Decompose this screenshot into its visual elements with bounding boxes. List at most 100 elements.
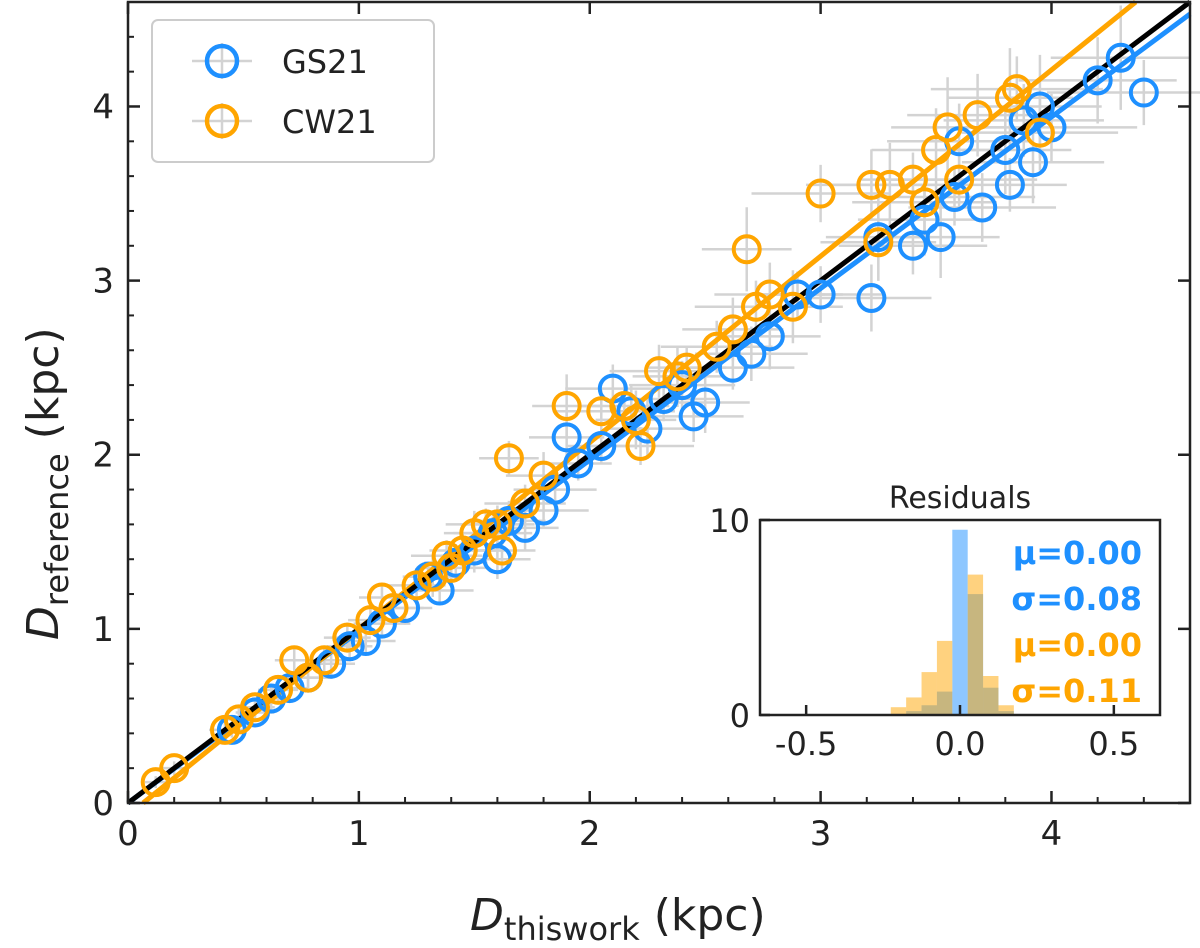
point-cw21: [962, 100, 993, 131]
point-gs21: [967, 192, 998, 223]
legend-label-gs21: GS21: [282, 43, 368, 81]
point-gs21: [736, 338, 767, 369]
point-cw21: [909, 187, 940, 218]
point-gs21: [994, 169, 1025, 200]
y-axis-title-sub: reference: [38, 453, 76, 606]
y-tick-label: 4: [92, 87, 114, 127]
y-axis-title-unit: (kpc): [18, 327, 69, 453]
point-cw21: [551, 390, 582, 421]
point-cw21: [355, 605, 386, 636]
x-tick-label: 4: [1041, 814, 1063, 854]
point-gs21: [856, 283, 887, 314]
y-tick-label: 1: [92, 610, 114, 650]
hist-bar-cw21: [967, 574, 984, 715]
point-cw21: [332, 622, 363, 653]
point-cw21: [662, 361, 693, 392]
x-tick-label: 1: [348, 814, 370, 854]
points-layer: [140, 42, 1159, 798]
point-gs21: [350, 626, 381, 657]
point-gs21: [1082, 65, 1113, 96]
point-cw21: [932, 112, 963, 143]
point-gs21: [586, 431, 617, 462]
hist-bar-gs21: [952, 529, 968, 715]
point-cw21: [625, 431, 656, 462]
point-cw21: [805, 178, 836, 209]
point-cw21: [159, 753, 190, 784]
point-cw21: [263, 674, 294, 705]
point-cw21: [754, 279, 785, 310]
residuals-inset: -0.5 0.0 0.5 0 10 Residuals μ=0.00 σ=0.08 μ=0.00…: [709, 481, 1162, 763]
point-cw21: [863, 227, 894, 258]
point-cw21: [1024, 117, 1055, 148]
inset-x-tick-label: -0.5: [775, 725, 837, 763]
main-axes: 0 1 2 3 4 0 1 2 3 4: [92, 0, 1192, 854]
y-tick-label: 2: [92, 436, 114, 476]
plot-frame: [126, 0, 1192, 805]
hist-bar-cw21: [936, 640, 953, 715]
point-cw21: [856, 169, 887, 200]
hist-bar-cw21: [921, 672, 937, 715]
point-cw21: [528, 460, 559, 491]
inset-y-tick-label: 0: [730, 697, 750, 735]
point-gs21: [939, 182, 970, 213]
point-gs21: [563, 448, 594, 479]
legend-marker-cw21: [204, 103, 240, 139]
point-gs21: [805, 279, 836, 310]
y-tick-label: 3: [92, 262, 114, 302]
point-cw21: [309, 645, 340, 676]
x-axis-title: Dthiswork (kpc): [470, 890, 766, 948]
point-cw21: [644, 356, 674, 387]
point-cw21: [401, 570, 432, 601]
x-axis-title-main: D: [470, 890, 504, 941]
point-cw21: [921, 135, 952, 166]
inset-x-tick-label: 0.0: [935, 725, 986, 763]
inset-title: Residuals: [889, 481, 1031, 516]
point-cw21: [487, 535, 518, 566]
point-cw21: [493, 443, 524, 474]
point-cw21: [777, 291, 808, 322]
y-axis-title-main: D: [18, 606, 69, 640]
y-axis-title: Dreference (kpc): [18, 327, 76, 640]
x-axis-title-sub: thiswork: [504, 910, 640, 948]
x-axis-title-unit: (kpc): [640, 890, 766, 941]
y-tick-label: 0: [92, 784, 114, 824]
point-cw21: [1001, 74, 1032, 105]
point-cw21: [293, 662, 324, 693]
point-gs21: [1018, 147, 1049, 178]
hist-bar-cw21: [906, 697, 922, 715]
point-gs21: [1105, 42, 1136, 73]
point-cw21: [510, 488, 541, 519]
stat-label-cw21: μ=0.00: [1013, 626, 1142, 664]
point-cw21: [366, 582, 397, 613]
point-gs21: [754, 321, 785, 352]
point-cw21: [470, 509, 501, 540]
point-cw21: [417, 561, 448, 592]
point-gs21: [551, 422, 582, 453]
point-gs21: [1128, 77, 1159, 108]
inset-x-tick-label: 0.5: [1088, 725, 1139, 763]
point-cw21: [701, 331, 732, 362]
hist-bar-cw21: [998, 705, 1014, 715]
hist-bar-cw21: [890, 707, 907, 715]
point-gs21: [897, 230, 928, 261]
legend-label-cw21: CW21: [282, 103, 377, 141]
inset-y-tick-label: 10: [709, 502, 750, 540]
point-gs21: [990, 135, 1021, 166]
x-tick-label: 3: [810, 814, 832, 854]
point-gs21: [909, 204, 940, 235]
point-cw21: [994, 82, 1025, 113]
stat-label-gs21: μ=0.00: [1013, 534, 1142, 572]
x-tick-label: 2: [579, 814, 601, 854]
x-tick-label: 0: [117, 814, 139, 854]
point-cw21: [671, 352, 702, 383]
point-gs21: [925, 222, 956, 253]
stat-label-gs21: σ=0.08: [1011, 580, 1142, 618]
point-cw21: [239, 692, 270, 723]
point-cw21: [436, 552, 467, 583]
legend: GS21 CW21: [151, 19, 435, 163]
legend-marker-gs21: [204, 43, 240, 79]
stat-label-cw21: σ=0.11: [1011, 672, 1142, 710]
point-cw21: [874, 169, 905, 200]
point-cw21: [731, 234, 762, 265]
